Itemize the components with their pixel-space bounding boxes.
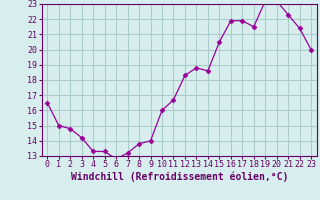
X-axis label: Windchill (Refroidissement éolien,°C): Windchill (Refroidissement éolien,°C) [70, 172, 288, 182]
